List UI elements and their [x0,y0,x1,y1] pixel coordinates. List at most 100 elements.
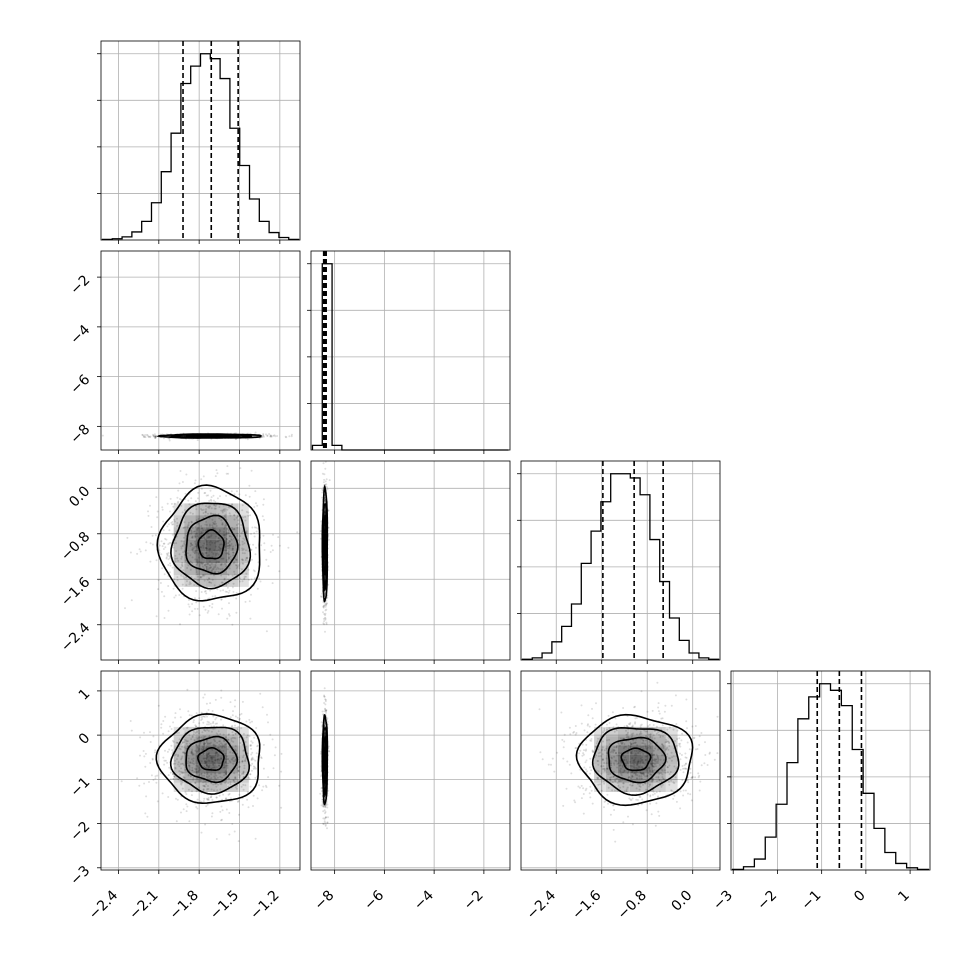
scatter-point [167,564,170,566]
scatter-point [327,526,330,529]
scatter-point [212,722,214,725]
scatter-point [188,766,191,769]
scatter-point [184,768,187,771]
scatter-point [169,497,172,500]
scatter-point [186,688,189,691]
scatter-point [666,753,669,756]
scatter-point [657,710,660,713]
scatter-point [208,524,211,527]
scatter-point [193,584,196,586]
scatter-point [176,501,179,504]
scatter-point [221,809,224,812]
scatter-point [194,525,197,528]
scatter-point [210,815,213,818]
scatter-point [215,540,218,543]
scatter-point [201,718,204,720]
scatter-point [202,573,205,576]
scatter-point [267,565,270,568]
scatter-point [166,553,169,556]
scatter-point [198,748,201,751]
scatter-point [200,716,203,719]
scatter-point [208,536,211,539]
scatter-point [204,514,207,517]
scatter-point [165,552,168,555]
scatter-point [162,548,165,550]
scatter-point [217,613,220,616]
scatter-point [219,733,222,736]
scatter-point [197,732,200,735]
scatter-point [228,614,231,617]
scatter-point [201,575,204,578]
scatter-point [213,584,216,587]
scatter-point [231,503,234,506]
scatter-point [234,724,236,727]
scatter-point [253,736,256,739]
scatter-point [240,712,243,715]
scatter-point [212,720,215,723]
scatter-point [324,467,327,470]
scatter-point [159,772,162,775]
scatter-point [224,544,227,547]
scatter-point [215,525,218,527]
scatter-point [204,491,207,494]
scatter-point [190,532,193,535]
scatter-point [186,562,189,565]
scatter-point [207,788,210,790]
scatter-point [232,545,234,548]
scatter-point [232,591,235,593]
scatter-point [323,623,326,626]
scatter-point [155,781,158,784]
scatter-point [231,547,234,550]
scatter-point [154,437,157,440]
scatter-point [244,575,247,578]
scatter-point [221,523,224,526]
scatter-point [215,560,218,563]
scatter-point [202,475,205,478]
scatter-point [194,532,197,535]
scatter-point [242,732,245,735]
scatter-point [205,566,208,568]
scatter-point [211,756,214,759]
scatter-point [234,748,237,751]
scatter-point [179,748,182,751]
scatter-point [219,757,222,760]
scatter-point [194,540,196,543]
scatter-point [176,496,179,499]
scatter-point [172,773,174,776]
scatter-point [185,742,188,745]
scatter-point [171,739,174,742]
scatter-point [207,753,210,756]
density-cell [205,782,217,792]
scatter-point [667,741,670,744]
scatter-point [217,549,220,551]
scatter-point [124,607,126,610]
scatter-point [201,557,204,560]
scatter-point [212,494,215,497]
scatter-point [174,759,177,762]
scatter-point [618,744,621,747]
scatter-point [327,750,330,753]
scatter-point [195,750,198,753]
scatter-point [660,717,663,720]
scatter-point [229,701,232,704]
scatter-point [191,603,194,605]
scatter-point [242,749,245,752]
scatter-point [265,558,268,561]
scatter-point [224,761,227,764]
scatter-point [686,779,689,782]
scatter-point [209,548,211,551]
scatter-point [225,540,228,543]
scatter-point [196,607,199,610]
density-cell [227,563,239,575]
scatter-point [241,540,244,543]
scatter-point [162,529,165,532]
scatter-point [207,785,209,787]
scatter-point [233,781,236,784]
scatter-point [260,757,263,760]
scatter-point [214,752,217,755]
scatter-point [211,606,214,609]
scatter-point [608,743,611,746]
scatter-point [321,802,324,805]
scatter-point [324,630,326,633]
